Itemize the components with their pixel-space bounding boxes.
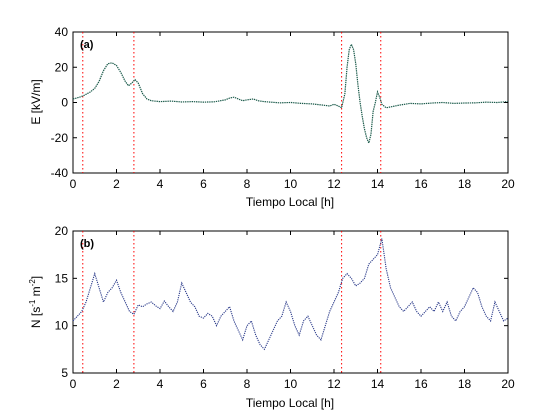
x-axis-ticks: 0 2 4 6 8 10 12 14 16 18 20	[70, 32, 515, 191]
y-tick-label: 20	[55, 224, 69, 238]
x-axis-label: Tiempo Local [h]	[246, 396, 334, 410]
x-tick-label: 16	[414, 377, 428, 391]
x-tick-label: 12	[327, 177, 341, 191]
series-line	[72, 42, 509, 145]
x-tick-label: 16	[414, 177, 428, 191]
series-line	[72, 238, 509, 351]
plot-area-frame	[72, 230, 509, 374]
y-tick-label: 10	[55, 319, 69, 333]
y-tick-label: 15	[55, 271, 69, 285]
x-tick-label: 6	[200, 177, 207, 191]
x-tick-label: 2	[113, 377, 120, 391]
x-axis-ticks: 0 2 4 6 8 10 12 14 16 18 20	[70, 231, 515, 391]
panel-a-electric-field: 0 2 4 6 8 10 12 14 16 18 20 -40 -20 0 20 40 (a) Tiempo…	[29, 25, 515, 209]
y-tick-label: 40	[55, 25, 69, 39]
panel-label: (b)	[80, 238, 94, 250]
x-tick-label: 4	[157, 377, 164, 391]
x-tick-label: 8	[244, 377, 251, 391]
y-axis-ticks: 5 10 15 20	[55, 224, 508, 380]
panel-label: (a)	[80, 39, 94, 51]
x-tick-label: 2	[113, 177, 120, 191]
vertical-marker-lines	[82, 32, 382, 173]
x-tick-label: 8	[244, 177, 251, 191]
y-axis-ticks: -40 -20 0 20 40	[51, 25, 508, 180]
y-axis-label: E [kV/m]	[29, 79, 43, 124]
x-tick-label: 0	[70, 377, 77, 391]
x-tick-label: 12	[327, 377, 341, 391]
x-tick-label: 14	[371, 177, 385, 191]
x-axis-label: Tiempo Local [h]	[246, 195, 334, 209]
x-tick-label: 6	[200, 377, 207, 391]
panel-b-count-rate: 0 2 4 6 8 10 12 14 16 18 20 5 10 15 20 (b) Tiempo Loc…	[28, 224, 515, 410]
y-tick-label: -20	[51, 131, 69, 145]
y-tick-label: 20	[55, 60, 69, 74]
x-tick-label: 10	[284, 177, 298, 191]
y-tick-label: -40	[51, 166, 69, 180]
x-tick-label: 18	[458, 177, 472, 191]
plot-area-frame	[72, 31, 509, 174]
x-tick-label: 20	[501, 177, 515, 191]
x-tick-label: 10	[284, 377, 298, 391]
x-tick-label: 20	[501, 377, 515, 391]
x-tick-label: 14	[371, 377, 385, 391]
y-tick-label: 5	[61, 366, 68, 380]
y-tick-label: 0	[61, 96, 68, 110]
y-axis-label: N [s-1 m-2]	[28, 276, 43, 328]
x-tick-label: 4	[157, 177, 164, 191]
x-tick-label: 0	[70, 177, 77, 191]
x-tick-label: 18	[458, 377, 472, 391]
